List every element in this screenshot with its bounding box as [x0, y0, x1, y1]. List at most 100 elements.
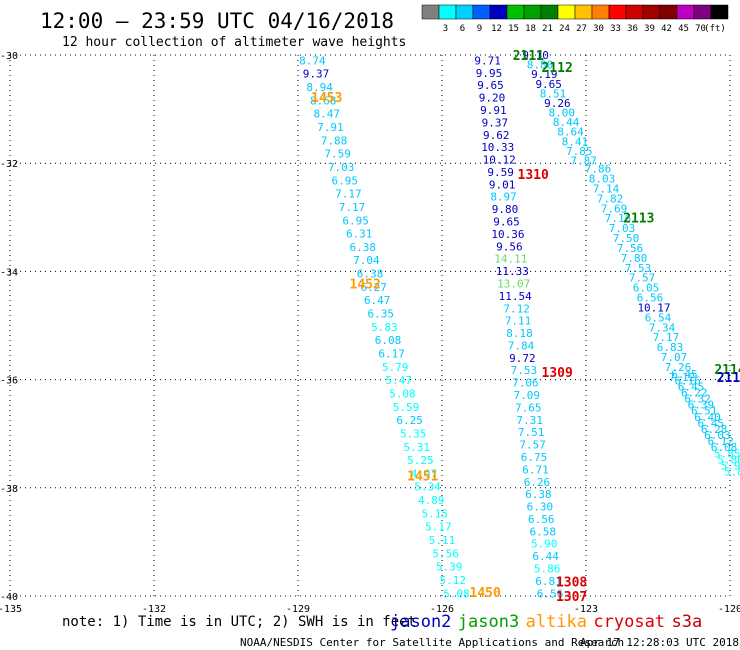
swh-value-point: 6.54	[645, 311, 672, 324]
colorbar-swatch	[591, 4, 610, 20]
swh-value-point: 10.36	[491, 228, 524, 241]
swh-value-point: 6.39	[688, 399, 715, 412]
units-note: note: 1) Time is in UTC; 2) SWH is in fe…	[62, 614, 416, 630]
satellite-legend-entry: jason2	[390, 612, 451, 632]
time-label: 2112	[542, 61, 573, 76]
colorbar-label: 21	[542, 24, 553, 34]
colorbar-swatch	[472, 4, 491, 20]
swh-value-point: 9.37	[482, 116, 509, 129]
swh-value-point: 5.39	[436, 561, 463, 574]
swh-value-point: 5.90	[531, 538, 558, 551]
swh-value-point: 8.64	[557, 126, 584, 139]
satellite-legend-entry: s3a	[672, 612, 703, 632]
swh-value-point: 8.68	[310, 94, 337, 107]
swh-value-point: 6.45	[671, 368, 698, 381]
swh-value-point: 8.74	[299, 54, 326, 67]
swh-value-point: 7.03	[609, 222, 636, 235]
swh-value-point: 7.53	[625, 262, 652, 275]
colorbar-label: 18	[525, 24, 536, 34]
colorbar-swatch	[574, 4, 593, 20]
swh-value-point: 10.17	[637, 301, 670, 314]
swh-value-point: 7.31	[516, 414, 543, 427]
chart-title: 12:00 – 23:59 UTC 04/16/2018	[40, 9, 394, 33]
swh-value-point: 7.12	[669, 371, 696, 384]
swh-value-point: 9.20	[479, 92, 506, 105]
swh-value-point: 7.17	[339, 201, 366, 214]
swh-value-point: 7.85	[566, 145, 593, 158]
swh-value-point: 5.17	[425, 521, 452, 534]
swh-value-point: 7.65	[515, 401, 542, 414]
swh-value-point: 6.56	[537, 587, 564, 600]
colorbar-label: 33	[610, 24, 621, 34]
time-label: 1452	[350, 277, 381, 292]
colorbar-swatch	[659, 4, 678, 20]
swh-value-point: 9.95	[476, 67, 503, 80]
satellite-legend-entry: jason3	[458, 612, 519, 632]
colorbar-swatch	[523, 4, 542, 20]
swh-value-point: 6.08	[375, 334, 402, 347]
swh-value-point: 5.11	[429, 534, 456, 547]
swh-value-point: 6.47	[364, 294, 391, 307]
swh-value-point: 6.25	[396, 414, 423, 427]
swh-value-point: 6.16	[674, 374, 701, 387]
time-label: 1453	[311, 91, 342, 106]
swh-value-point: 7.17	[335, 188, 362, 201]
swh-value-point: 5.15	[422, 507, 449, 520]
swh-value-point: 8.00	[549, 107, 576, 120]
swh-value-point: 7.09	[514, 389, 541, 402]
swh-value-point: 5.12	[440, 574, 467, 587]
y-tick-label: -38	[0, 484, 18, 495]
swh-value-point: 9.65	[477, 79, 504, 92]
swh-value-point: 7.82	[597, 192, 624, 205]
y-tick-label: -34	[0, 267, 18, 278]
swh-value-point: 9.56	[496, 240, 523, 253]
swh-value-point: 6.75	[521, 451, 548, 464]
color-scale-legend: 3 6 9 12 15 18 21 24 27 30 33 36 39 42 45 70(ft)	[421, 4, 729, 34]
swh-value-point: 7.06	[512, 377, 539, 390]
time-label: 2113	[623, 211, 654, 226]
swh-value-point: 7.50	[613, 232, 640, 245]
swh-value-point: 6.45	[698, 417, 725, 430]
swh-value-point: 4.89	[418, 494, 445, 507]
swh-value-point: 7.11	[505, 315, 532, 328]
colorbar-swatch	[489, 4, 508, 20]
swh-value-point: 13.07	[497, 277, 530, 290]
swh-value-point: 7.16	[605, 212, 632, 225]
swh-value-point: 6.22	[681, 386, 708, 399]
time-label: 1309	[542, 366, 573, 381]
swh-value-point: 7.51	[518, 426, 545, 439]
colorbar-swatch	[693, 4, 712, 20]
swh-value-point: 8.18	[506, 327, 533, 340]
time-label: 1450	[470, 586, 501, 601]
swh-value-point: 6.95	[342, 214, 369, 227]
y-tick-label: -30	[0, 51, 18, 62]
time-label: 2114	[714, 363, 740, 378]
colorbar-label: 12	[491, 24, 502, 34]
time-label: 1310	[518, 168, 549, 183]
swh-value-point: 8.94	[306, 81, 333, 94]
swh-value-point: 7.03	[328, 161, 355, 174]
colorbar-swatch	[608, 4, 627, 20]
data-points: 8.749.378.948.688.477.917.887.597.036.95…	[299, 49, 740, 600]
swh-value-point: 9.37	[303, 68, 330, 81]
swh-value-point: 5.34	[414, 481, 441, 494]
colorbar-swatch	[455, 4, 474, 20]
swh-value-point: 9.19	[531, 68, 558, 81]
swh-value-point: 10.33	[481, 141, 514, 154]
swh-value-point: 8.51	[540, 87, 567, 100]
swh-value-point: 9.01	[489, 178, 516, 191]
swh-value-point: 6.27	[360, 281, 387, 294]
swh-value-point: 11.33	[496, 265, 529, 278]
colorbar-swatch	[540, 4, 559, 20]
colorbar-label: 70	[695, 24, 706, 34]
swh-value-point: 7.17	[653, 331, 680, 344]
swh-value-point: 5.85	[714, 447, 740, 460]
colorbar-label: 6	[460, 24, 465, 34]
swh-value-point: 9.26	[544, 97, 571, 110]
swh-value-point: 6.40	[694, 411, 721, 424]
time-label: 2114	[717, 371, 740, 386]
swh-value-point: 5.35	[400, 427, 427, 440]
y-tick-label: -36	[0, 376, 18, 387]
swh-value-point: 6.51	[691, 405, 718, 418]
